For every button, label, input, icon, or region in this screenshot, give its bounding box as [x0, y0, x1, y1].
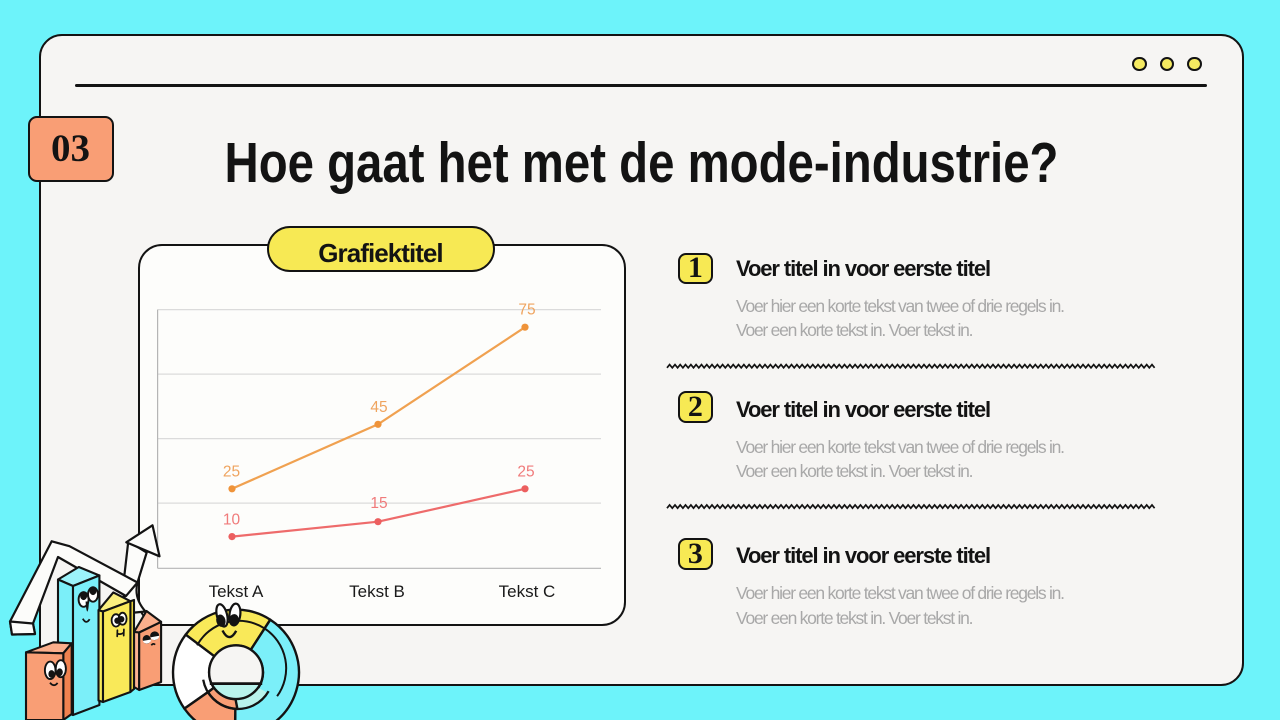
svg-text:75: 75 [518, 302, 535, 319]
svg-text:45: 45 [370, 399, 387, 416]
svg-text:25: 25 [517, 464, 534, 481]
svg-text:25: 25 [223, 464, 240, 481]
svg-text:10: 10 [223, 512, 241, 529]
svg-text:15: 15 [370, 495, 387, 512]
